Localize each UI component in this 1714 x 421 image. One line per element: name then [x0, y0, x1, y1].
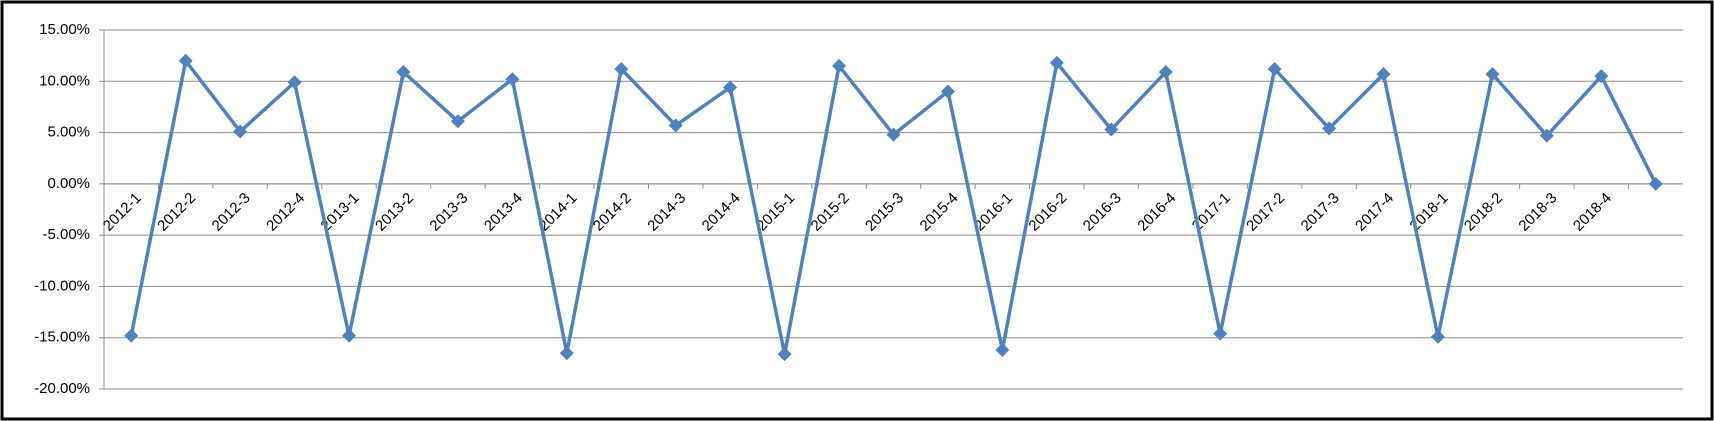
data-point	[1539, 128, 1554, 143]
data-point	[287, 75, 302, 90]
data-point	[777, 347, 792, 362]
data-point	[668, 118, 683, 133]
data-point	[1376, 67, 1391, 82]
y-tick-label: 5.00%	[47, 124, 90, 141]
data-point	[1049, 55, 1064, 70]
data-point	[124, 328, 139, 343]
data-point	[396, 65, 411, 80]
data-point	[614, 61, 629, 76]
data-point	[505, 72, 520, 87]
data-point	[178, 53, 193, 68]
y-tick-label: 10.00%	[39, 72, 90, 89]
y-tick-label: 15.00%	[39, 21, 90, 38]
data-point	[1267, 61, 1282, 76]
y-tick-label: -5.00%	[42, 226, 90, 243]
data-point	[886, 127, 901, 142]
data-point	[723, 80, 738, 95]
data-point	[940, 84, 955, 99]
y-tick-label: -15.00%	[34, 329, 90, 346]
data-point	[1322, 121, 1337, 136]
y-tick-label: -10.00%	[34, 277, 90, 294]
y-tick-label: 0.00%	[47, 175, 90, 192]
data-point	[995, 343, 1010, 358]
data-point	[233, 124, 248, 139]
y-tick-label: -20.00%	[34, 380, 90, 397]
data-point	[1648, 176, 1663, 191]
data-point	[1104, 122, 1119, 137]
data-point	[1485, 67, 1500, 82]
data-point	[1430, 329, 1445, 344]
data-point	[1594, 69, 1609, 84]
data-point	[1213, 326, 1228, 341]
data-point	[450, 114, 465, 129]
data-point	[559, 346, 574, 361]
data-point	[832, 58, 847, 73]
data-point	[1158, 65, 1173, 80]
data-point	[342, 328, 357, 343]
